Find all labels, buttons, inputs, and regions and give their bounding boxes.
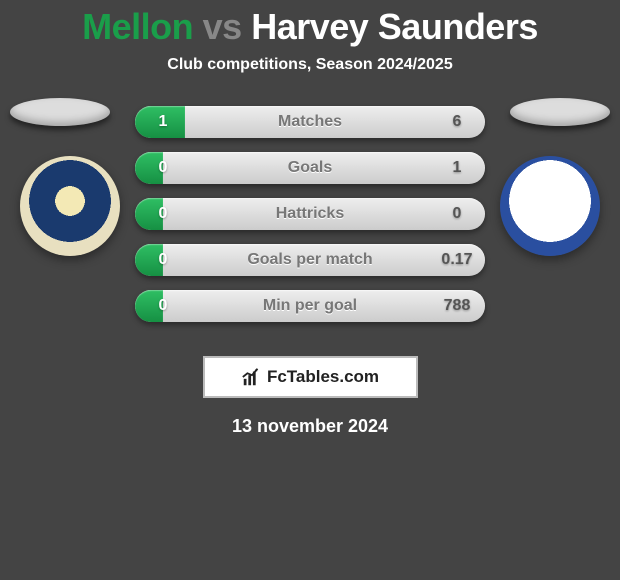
stat-left-value: 0 (135, 297, 191, 315)
stat-left-value: 0 (135, 159, 191, 177)
subtitle: Club competitions, Season 2024/2025 (0, 56, 620, 74)
stat-right-value: 0 (429, 205, 485, 223)
brand-text: FcTables.com (267, 367, 379, 387)
stat-right-value: 0.17 (429, 251, 485, 269)
stat-pill: 0Goals per match0.17 (135, 244, 485, 276)
stat-label: Hattricks (191, 205, 429, 223)
brand-box: FcTables.com (203, 356, 418, 398)
stat-label: Goals per match (191, 251, 429, 269)
player1-crest (20, 156, 120, 256)
stat-left-value: 1 (135, 113, 191, 131)
stat-right-value: 1 (429, 159, 485, 177)
page-title: Mellon vs Harvey Saunders (0, 0, 620, 48)
vs-separator: vs (203, 6, 242, 47)
stat-label: Goals (191, 159, 429, 177)
stat-pill: 1Matches6 (135, 106, 485, 138)
stat-pill: 0Min per goal788 (135, 290, 485, 322)
stat-label: Matches (191, 113, 429, 131)
chart-icon (241, 366, 263, 388)
date-text: 13 november 2024 (0, 416, 620, 437)
player1-name: Mellon (82, 6, 193, 47)
comparison-area: 1Matches60Goals10Hattricks00Goals per ma… (0, 106, 620, 336)
stat-right-value: 6 (429, 113, 485, 131)
stat-pills: 1Matches60Goals10Hattricks00Goals per ma… (135, 106, 485, 322)
stat-right-value: 788 (429, 297, 485, 315)
player2-crest (500, 156, 600, 256)
stat-pill: 0Goals1 (135, 152, 485, 184)
player2-pedestal (510, 98, 610, 126)
stat-left-value: 0 (135, 251, 191, 269)
stat-pill: 0Hattricks0 (135, 198, 485, 230)
stat-label: Min per goal (191, 297, 429, 315)
stat-left-value: 0 (135, 205, 191, 223)
player1-pedestal (10, 98, 110, 126)
player2-name: Harvey Saunders (251, 6, 538, 47)
